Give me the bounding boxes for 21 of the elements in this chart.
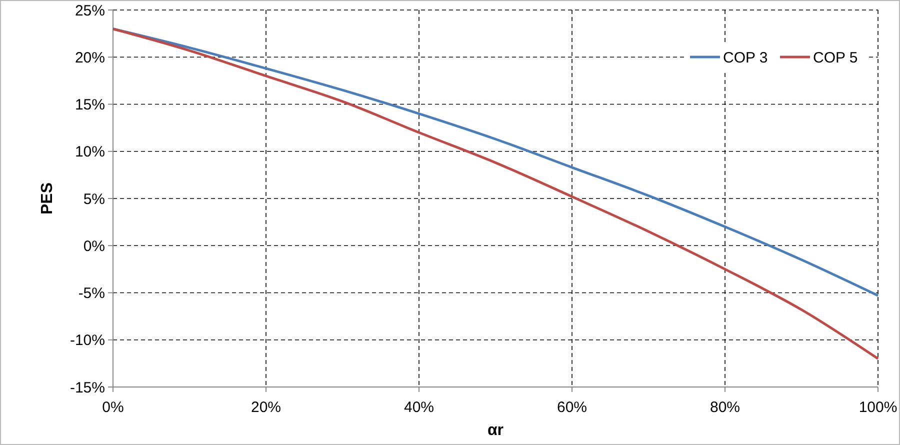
x-tick-label: 60%	[556, 399, 588, 416]
y-tick-label: 20%	[74, 49, 105, 66]
y-tick-label: -10%	[70, 332, 105, 350]
y-tick-label: 5%	[83, 190, 105, 208]
legend-label: COP 5	[813, 49, 858, 66]
y-tick-label: -15%	[70, 379, 105, 396]
x-tick-label: 20%	[250, 399, 282, 416]
y-tick-label: 10%	[74, 144, 105, 161]
x-tick-label: 100%	[858, 399, 898, 416]
line-series	[112, 28, 880, 297]
y-tick-label: 0%	[83, 238, 105, 255]
x-tick-label: 40%	[404, 399, 434, 416]
x-axis-title: αr	[487, 422, 504, 439]
x-tick-label: 80%	[710, 399, 740, 416]
y-tick-label: 25%	[74, 2, 105, 20]
y-tick-label: -5%	[78, 285, 105, 302]
line-series	[112, 28, 880, 360]
y-axis-title: PES	[39, 182, 56, 215]
legend-label: COP 3	[723, 49, 768, 66]
y-tick-label: 15%	[74, 96, 105, 114]
x-tick-label: 0%	[102, 399, 124, 416]
